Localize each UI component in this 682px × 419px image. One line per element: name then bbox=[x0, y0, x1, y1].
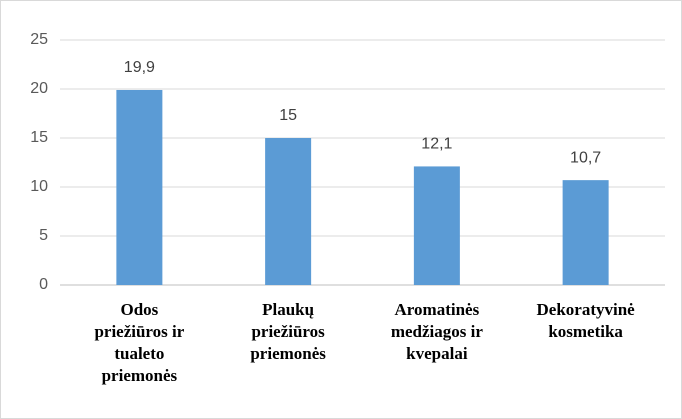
bar bbox=[116, 89, 163, 285]
x-tick-label: Aromatinės medžiagos ir kvepalai bbox=[391, 300, 484, 363]
value-label: 12,1 bbox=[421, 136, 452, 153]
y-tick-label: 15 bbox=[30, 129, 48, 146]
x-tick-label: Dekoratyvinė kosmetika bbox=[537, 300, 636, 341]
x-tick-label-line: priežiūros ir bbox=[94, 322, 184, 341]
value-label: 15 bbox=[279, 107, 297, 124]
x-tick-label-line: Aromatinės bbox=[395, 300, 480, 319]
x-tick-label-line: Odos bbox=[120, 300, 158, 319]
y-tick-label: 5 bbox=[39, 227, 48, 244]
y-tick-label: 10 bbox=[30, 178, 48, 195]
bar bbox=[265, 138, 312, 285]
value-label: 19,9 bbox=[124, 59, 155, 76]
y-tick-label: 0 bbox=[39, 276, 48, 293]
x-tick-label-line: tualeto bbox=[114, 344, 164, 363]
x-tick-label-line: priežiūros bbox=[251, 322, 325, 341]
x-tick-label-line: kvepalai bbox=[406, 344, 468, 363]
x-tick-label-line: priemonės bbox=[102, 366, 178, 385]
x-tick-label: Odos priežiūros ir tualeto priemonės bbox=[94, 300, 184, 385]
value-label: 10,7 bbox=[570, 149, 601, 166]
x-tick-label-line: Plaukų bbox=[262, 300, 314, 319]
bar bbox=[562, 180, 609, 285]
x-tick-label-line: Dekoratyvinė bbox=[537, 300, 636, 319]
y-tick-label: 20 bbox=[30, 80, 48, 97]
x-tick-label-line: medžiagos ir bbox=[391, 322, 484, 341]
x-tick-label-line: priemonės bbox=[250, 344, 326, 363]
bar bbox=[413, 166, 460, 285]
y-tick-label: 25 bbox=[30, 31, 48, 48]
x-tick-label: Plaukų priežiūros priemonės bbox=[250, 300, 326, 363]
x-tick-label-line: kosmetika bbox=[548, 322, 623, 341]
